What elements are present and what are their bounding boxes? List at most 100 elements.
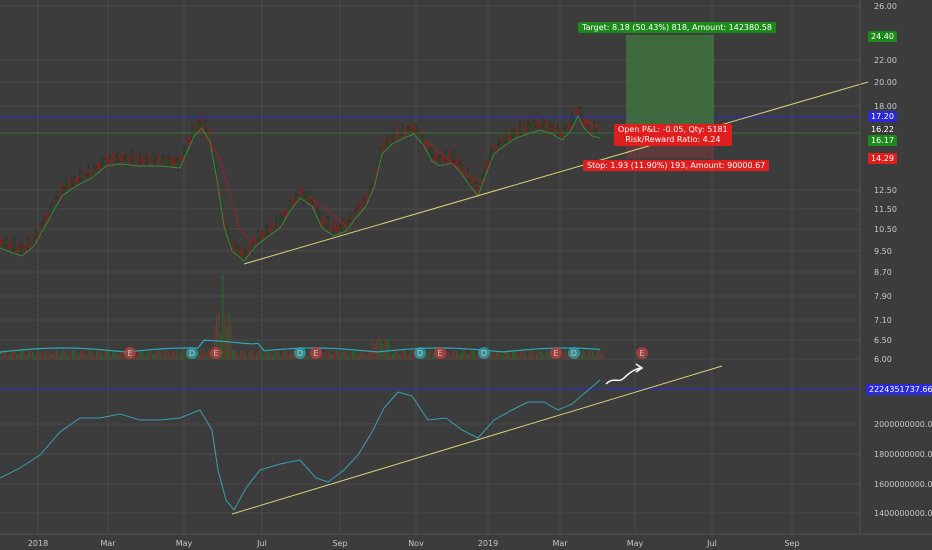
volume-bar (534, 353, 536, 359)
stop-label[interactable]: Stop: 1.93 (11.90%) 193, Amount: 90000.6… (583, 160, 770, 171)
target-label[interactable]: Target: 8.18 (50.43%) 818, Amount: 14238… (578, 22, 776, 33)
volume-bar (50, 353, 52, 359)
volume-bar (332, 354, 334, 359)
candle-body (523, 123, 525, 130)
volume-bar (528, 352, 530, 359)
volume-bar (102, 355, 104, 359)
volume-bar (136, 355, 138, 359)
volume-bar (98, 350, 100, 359)
volume-bar (456, 351, 458, 359)
volume-bar (330, 353, 332, 359)
candle-body (91, 168, 93, 173)
volume-bar (208, 350, 210, 359)
candle-body (59, 193, 61, 200)
volume-bar (338, 352, 340, 359)
volume-bar (148, 350, 150, 359)
volume-bar (544, 354, 546, 359)
volume-bar (466, 353, 468, 359)
volume-bar (372, 340, 374, 359)
candle-body (223, 214, 225, 222)
volume-bar (160, 353, 162, 359)
volume-bar (446, 350, 448, 359)
volume-bar (234, 350, 236, 359)
candle-body (29, 243, 31, 248)
candle-body (501, 135, 503, 142)
event-marker (636, 347, 648, 359)
price-tick-label: 6.50 (874, 336, 892, 345)
volume-bar (268, 350, 270, 359)
candle-body (289, 202, 291, 210)
volume-bar (424, 354, 426, 359)
candle-body (569, 126, 571, 132)
indicator-tick-label: 1600000000.0000 (874, 480, 932, 489)
volume-bar (500, 353, 502, 359)
candle-body (357, 205, 359, 209)
volume-bar (532, 350, 534, 359)
candle-body (273, 227, 275, 230)
volume-bar (48, 350, 50, 359)
candle-body (7, 245, 9, 251)
candle-body (81, 178, 83, 181)
volume-bar (150, 350, 152, 359)
volume-bar (72, 350, 74, 359)
event-marker-letter: D (189, 349, 195, 358)
candle-body (221, 206, 223, 210)
volume-bar (384, 340, 386, 359)
candle-body (465, 174, 467, 177)
volume-bar (464, 350, 466, 359)
event-marker (294, 347, 306, 359)
candle-body (109, 155, 111, 158)
candle-body (593, 124, 595, 131)
candle-body (111, 158, 113, 166)
candle-body (367, 192, 369, 196)
volume-bar (492, 354, 494, 359)
candle-body (61, 184, 63, 190)
candle-body (439, 157, 441, 165)
candle-body (165, 157, 167, 161)
candle-body (543, 124, 545, 132)
time-label: Mar (552, 539, 568, 548)
volume-bar (54, 350, 56, 359)
candle-body (77, 178, 79, 183)
candle-body (429, 150, 431, 157)
stop-price-tag: 14.29 (868, 153, 897, 164)
open-pnl-label[interactable]: Open P&L: -0.05, Qty: 5181 Risk/Reward R… (614, 124, 732, 146)
candle-body (303, 194, 305, 202)
volume-bar (426, 352, 428, 359)
candle-body (587, 126, 589, 130)
volume-bar (248, 352, 250, 359)
volume-bar (154, 353, 156, 359)
candle-body (89, 172, 91, 179)
candle-body (287, 205, 289, 209)
candle-body (179, 157, 181, 161)
event-marker-letter: E (313, 349, 318, 358)
time-label: Mar (100, 539, 116, 548)
candle-body (153, 154, 155, 161)
indicator-value-tag: 2224351737.6648 (866, 384, 932, 395)
volume-bar (266, 350, 268, 359)
volume-bar (4, 350, 6, 359)
time-label: May (176, 539, 193, 548)
volume-bar (284, 350, 286, 359)
volume-bar (380, 339, 382, 359)
volume-bar (400, 353, 402, 359)
candle-body (131, 153, 133, 160)
candle-body (423, 135, 425, 139)
candle-body (93, 168, 95, 175)
volume-bar (90, 350, 92, 359)
volume-bar (106, 350, 108, 359)
candle-body (427, 142, 429, 147)
volume-bar (352, 350, 354, 359)
projection-arrowhead (635, 363, 644, 373)
candle-body (531, 123, 533, 128)
candle-body (329, 228, 331, 232)
volume-bar (390, 354, 392, 359)
candle-body (313, 200, 315, 208)
volume-bar (448, 351, 450, 359)
volume-bar (434, 353, 436, 359)
target-price-tag: 24.40 (868, 31, 897, 42)
volume-bar (356, 354, 358, 359)
volume-bar (216, 316, 218, 359)
volume-bar (548, 350, 550, 359)
